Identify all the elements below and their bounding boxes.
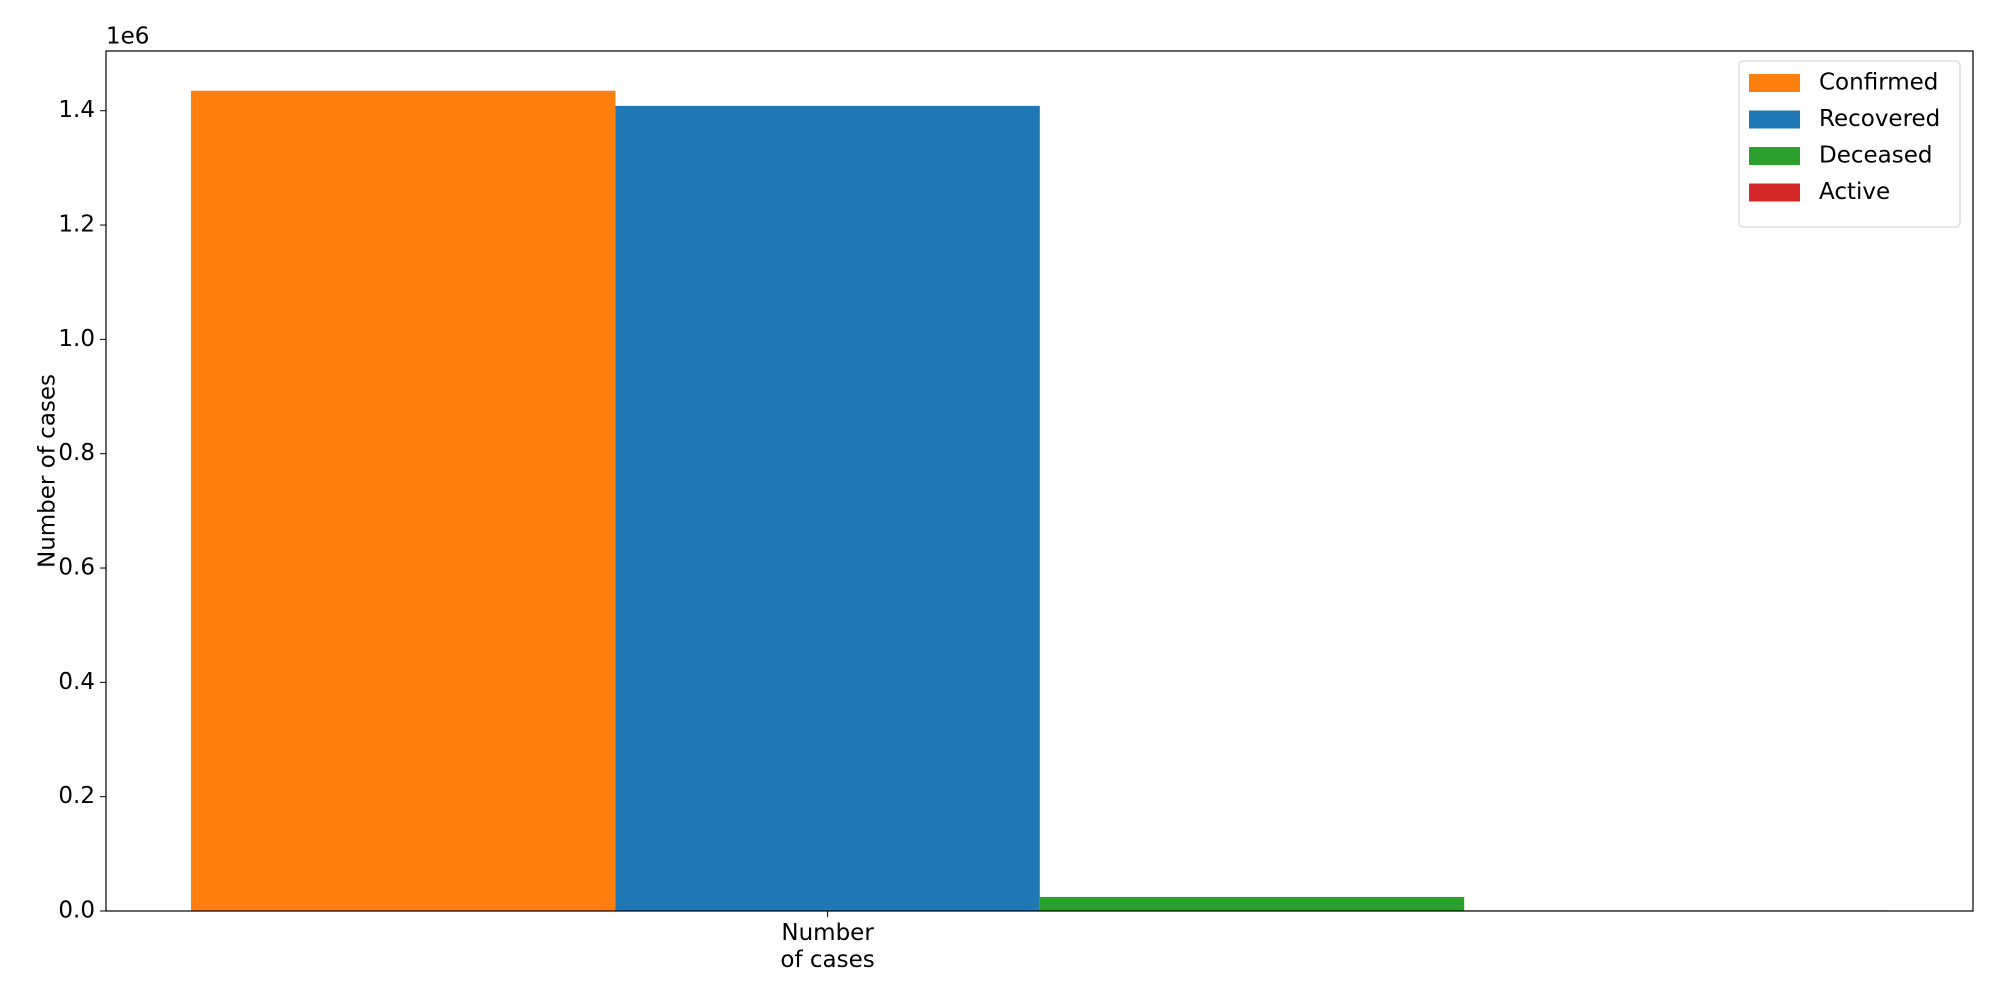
legend-swatch: [1749, 110, 1800, 129]
y-tick-label: 1.4: [58, 97, 95, 123]
legend-swatch: [1749, 147, 1800, 165]
legend-label: Recovered: [1819, 106, 1940, 132]
legend-swatch: [1749, 74, 1800, 92]
y-tick-label: 0.6: [58, 555, 95, 581]
bar: [1039, 896, 1465, 911]
y-tick-label: 0.0: [58, 898, 95, 924]
bar: [191, 90, 616, 912]
y-tick-label: 0.4: [58, 669, 95, 695]
y-tick-label: 0.2: [58, 783, 95, 809]
y-tick-label: 1.2: [58, 212, 95, 238]
bar: [615, 105, 1040, 912]
y-tick-label: 0.8: [58, 440, 95, 466]
legend-swatch: [1749, 183, 1800, 202]
legend-label: Deceased: [1819, 143, 1932, 169]
y-offset-label: 1e6: [106, 24, 149, 50]
legend-label: Active: [1819, 179, 1890, 205]
y-tick-label: 1.0: [58, 326, 95, 352]
legend-label: Confirmed: [1819, 70, 1938, 96]
x-tick-label: Number of cases: [780, 920, 875, 973]
plot-frame: [105, 50, 1974, 912]
y-axis-label: Number of cases: [35, 374, 61, 568]
